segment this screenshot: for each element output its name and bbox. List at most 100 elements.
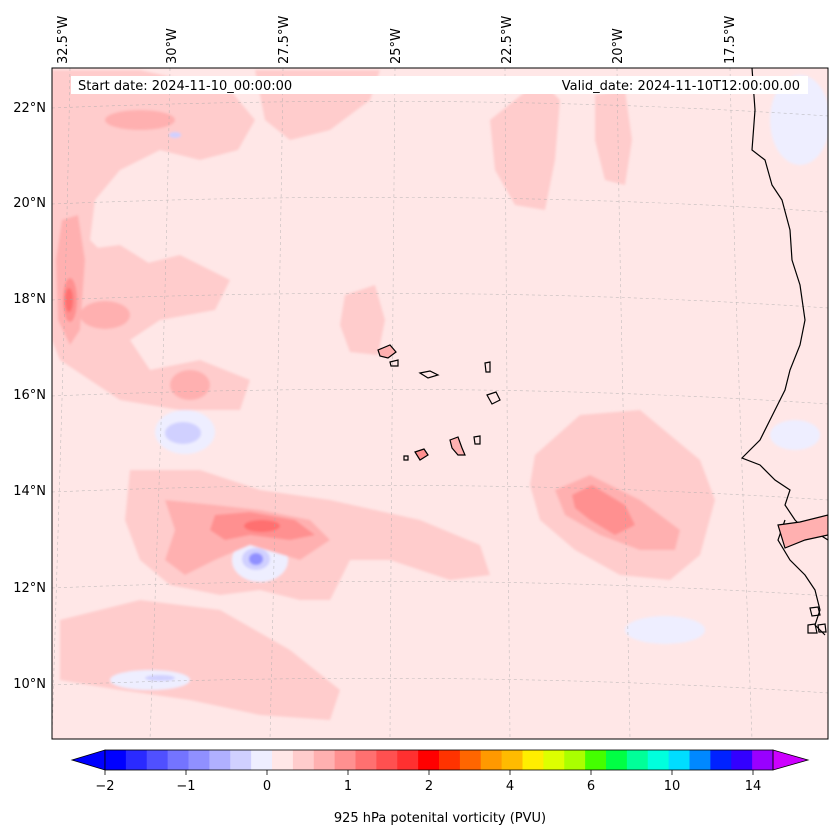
colorbar-tick-label: −2 <box>95 779 114 794</box>
lon-label: 32.5°W <box>56 16 71 64</box>
colorbar-swatch <box>230 750 252 770</box>
colorbar-swatch <box>668 750 691 770</box>
pv-negative-patch-5 <box>770 420 820 450</box>
colorbar-swatch <box>397 750 419 770</box>
pv-blob-capeverde-north <box>340 285 385 355</box>
map-panel <box>52 68 828 739</box>
colorbar-tick-label: 1 <box>344 779 352 794</box>
pv-contours <box>52 70 828 720</box>
pv-band-west-2 <box>80 245 215 310</box>
colorbar-swatch <box>731 750 753 770</box>
colorbar-tick-label: −1 <box>176 779 195 794</box>
lat-label: 20°N <box>13 196 46 211</box>
pv-level-2-west-blob <box>80 301 130 329</box>
colorbar-swatch <box>251 750 273 770</box>
gambia-river <box>777 514 828 549</box>
colorbar-swatch <box>355 750 377 770</box>
lat-label: 22°N <box>13 101 46 116</box>
colorbar-tick-label: 2 <box>425 779 433 794</box>
capeverde-sao-nicolau <box>418 370 440 379</box>
colorbar-swatch <box>480 750 503 770</box>
lat-label: 16°N <box>13 388 46 403</box>
colorbar-title: 925 hPa potenital vorticity (PVU) <box>334 811 546 826</box>
pv-level-3-east <box>572 485 635 535</box>
colorbar-over-arrow <box>772 749 810 771</box>
colorbar-swatch <box>105 750 127 770</box>
coastlines <box>377 68 828 636</box>
colorbar-swatch <box>543 750 565 770</box>
colorbar-tick-label: 0 <box>263 779 271 794</box>
colorbar-swatch <box>439 750 461 770</box>
pv-negative-south <box>145 675 175 681</box>
pv-negative-center-1 <box>165 422 201 444</box>
pv-plume-south <box>60 600 340 720</box>
colorbar-swatch <box>585 750 607 770</box>
colorbar-swatch <box>647 750 670 770</box>
colorbar-swatch <box>125 750 148 770</box>
colorbar-swatch <box>292 750 315 770</box>
capeverde-brava <box>403 455 409 461</box>
pv-level-2-central <box>165 500 330 575</box>
pv-level-2-small <box>170 370 210 400</box>
capeverde-santiago <box>449 436 466 456</box>
colorbar-swatch <box>459 750 482 770</box>
capeverde-boa-vista <box>486 391 501 405</box>
colorbar-swatches <box>105 750 774 770</box>
lat-label: 14°N <box>13 484 46 499</box>
lon-label: 30°W <box>165 28 180 64</box>
colorbar-swatch <box>626 750 649 770</box>
colorbar-frame <box>104 749 774 771</box>
latitude-labels: 22°N 20°N 18°N 16°N 14°N 12°N 10°N <box>13 101 46 692</box>
pv-negative-patch-4 <box>770 75 828 165</box>
colorbar-swatch <box>418 750 440 770</box>
lon-label: 27.5°W <box>277 16 292 64</box>
colorbar-swatch <box>752 750 774 770</box>
colorbar-swatch <box>334 750 357 770</box>
lat-label: 10°N <box>13 677 46 692</box>
graticule <box>52 68 828 739</box>
colorbar-swatch <box>146 750 169 770</box>
capeverde-sao-vicente <box>389 359 399 367</box>
valid-date-label: Valid_date: 2024-11-10T12:00:00.00 <box>562 79 800 94</box>
africa-coast-south <box>777 519 826 636</box>
capeverde-fogo <box>414 448 429 461</box>
colorbar-ticks <box>104 770 754 775</box>
pv-level-2-nw <box>105 110 175 130</box>
colorbar-swatch <box>313 750 336 770</box>
map-frame <box>51 67 829 740</box>
colorbar-under-arrow <box>70 749 106 771</box>
colorbar-tick-label: 4 <box>506 779 514 794</box>
pv-negative-core <box>249 553 263 565</box>
colorbar-swatch <box>564 750 586 770</box>
colorbar-swatch <box>376 750 398 770</box>
colorbar-swatch <box>209 750 231 770</box>
colorbar-swatch <box>689 750 711 770</box>
colorbar-tick-label: 10 <box>664 779 681 794</box>
pv-negative-small <box>169 132 181 138</box>
colorbar-swatch <box>501 750 524 770</box>
lon-label: 17.5°W <box>723 16 738 64</box>
capeverde-maio <box>473 435 481 445</box>
pv-filament-ne-2 <box>595 90 632 185</box>
colorbar-swatch <box>272 750 294 770</box>
pv-negative-patch-3 <box>625 616 705 644</box>
colorbar-swatch <box>606 750 628 770</box>
pv-level-4-core <box>244 520 280 532</box>
pv-level-4-west <box>65 288 73 312</box>
bissagos-islands <box>807 606 827 634</box>
africa-coast <box>740 68 828 541</box>
colorbar-tick-label: 6 <box>587 779 595 794</box>
lat-label: 12°N <box>13 581 46 596</box>
colorbar-swatch <box>522 750 544 770</box>
lon-label: 22.5°W <box>500 16 515 64</box>
pv-filament-ne <box>490 80 560 210</box>
lon-label: 20°W <box>611 28 626 64</box>
start-date-label: Start date: 2024-11-10_00:00:00 <box>78 79 292 94</box>
lon-label: 25°W <box>389 28 404 64</box>
colorbar-swatch <box>167 750 190 770</box>
lat-label: 18°N <box>13 292 46 307</box>
colorbar-tick-label: 14 <box>745 779 762 794</box>
colorbar: −2 −1 0 1 2 4 6 10 14 925 hPa potenital … <box>70 749 810 826</box>
header-strip <box>71 76 808 94</box>
